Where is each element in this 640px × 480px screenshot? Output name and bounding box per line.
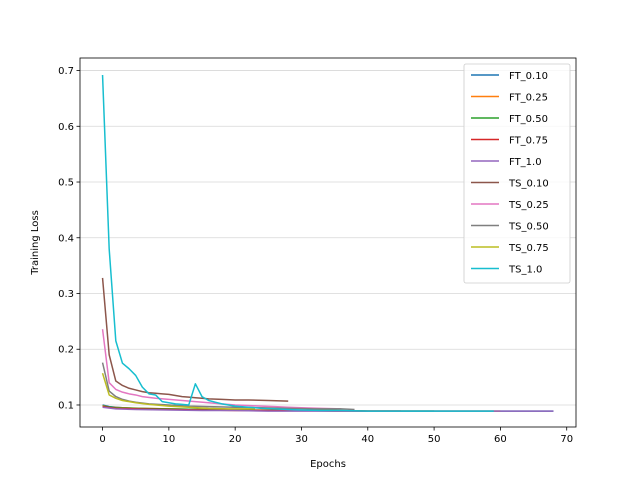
series-line-TS_1.0 [101, 74, 494, 412]
plot-series [101, 74, 554, 412]
legend-entry-label: TS_0.25 [508, 200, 549, 211]
y-tick-label: 0.4 [58, 233, 74, 244]
x-axis-label: Epochs [310, 459, 346, 470]
series-line-TS_0.75 [101, 372, 256, 410]
y-tick-label: 0.5 [58, 178, 74, 189]
y-tick-label: 0.6 [58, 122, 74, 133]
x-axis: 0 10 20 30 40 50 60 70 [99, 427, 573, 445]
x-tick-label: 50 [428, 434, 441, 445]
legend-entry-label: FT_0.10 [509, 71, 548, 82]
legend-entry-label: TS_0.10 [508, 179, 549, 190]
legend-entry-label: FT_0.50 [509, 114, 548, 125]
y-tick-label: 0.3 [58, 289, 74, 300]
x-tick-label: 70 [560, 434, 573, 445]
y-tick-label: 0.2 [58, 345, 74, 356]
series-line-TS_0.25 [101, 329, 342, 410]
series-line-TS_0.50 [101, 362, 355, 411]
x-tick-label: 40 [361, 434, 374, 445]
legend: FT_0.10 FT_0.25 FT_0.50 FT_0.75 FT_1.0 TS_0.1… [463, 63, 571, 284]
legend-entry-label: TS_0.50 [508, 222, 549, 233]
y-axis: 0.1 0.2 0.3 0.4 0.5 0.6 0.7 [58, 66, 80, 411]
legend-entry-label: TS_0.75 [508, 243, 549, 254]
x-tick-label: 30 [295, 434, 308, 445]
y-tick-label: 0.1 [58, 400, 74, 411]
x-tick-label: 20 [229, 434, 242, 445]
y-axis-label: Training Loss [30, 210, 41, 276]
legend-entry-label: TS_1.0 [508, 265, 542, 276]
x-tick-label: 10 [162, 434, 175, 445]
x-tick-label: 60 [494, 434, 507, 445]
legend-entry-label: FT_1.0 [509, 157, 542, 168]
plot-frame [79, 57, 577, 428]
y-tick-label: 0.7 [58, 66, 74, 77]
series-line-TS_0.10 [101, 277, 289, 402]
legend-entry-label: FT_0.75 [509, 136, 548, 147]
legend-entry-label: FT_0.25 [509, 93, 548, 104]
x-tick-label: 0 [99, 434, 105, 445]
